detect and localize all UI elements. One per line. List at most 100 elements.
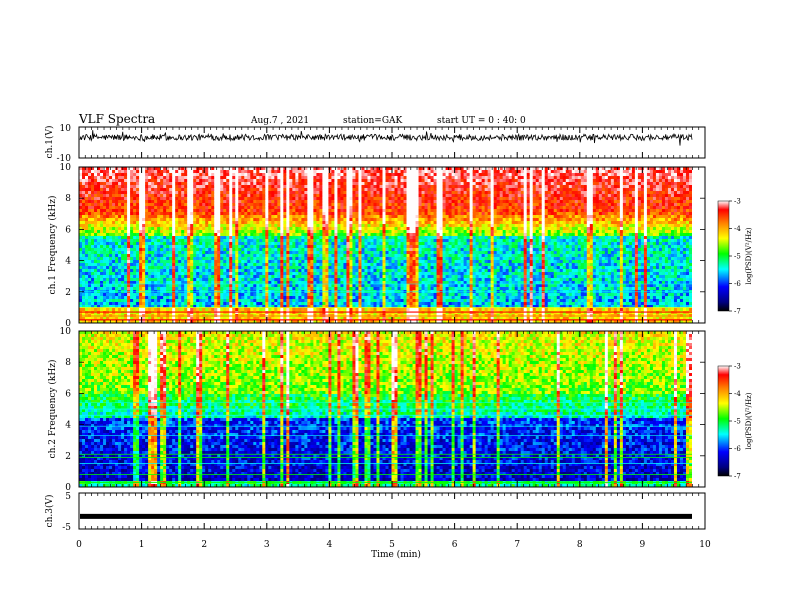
ch1-spectrogram-cell [157,254,161,258]
ch1-spectrogram-cell [223,203,227,207]
ch1-spectrogram-cell [178,320,182,323]
ch1-spectrogram-cell [256,188,260,192]
ch1-spectrogram-cell [307,206,311,210]
ch1-spectrogram-cell [187,302,191,306]
ch1-spectrogram-cell [124,248,128,252]
ch1-spectrogram-cell [298,203,302,207]
ch1-spectrogram-cell [364,305,368,309]
ch1-spectrogram-cell [166,206,170,210]
ch1-spectrogram-cell [139,230,143,234]
ch1-spectrogram-cell [190,212,194,216]
ch1-spectrogram-cell [340,260,344,264]
ch1-spectrogram-cell [241,197,245,201]
ch1-spectrogram-cell [229,185,233,189]
ch1-spectrogram-cell [196,209,200,213]
ch1-spectrogram-cell [226,311,230,315]
ch1-spectrogram-cell [325,206,329,210]
ch1-spectrogram-cell [283,173,287,177]
ch1-spectrogram-cell [139,224,143,228]
ch1-spectrogram-cell [184,302,188,306]
ch1-spectrogram-cell [154,254,158,258]
ch1-spectrogram-cell [82,272,86,276]
ch1-spectrogram-cell [277,224,281,228]
ch1-spectrogram-cell [130,236,134,240]
ch1-spectrogram-cell [250,308,254,312]
ch1-spectrogram-cell [163,230,167,234]
ch1-spectrogram-cell [271,170,275,174]
ch1-spectrogram-cell [355,179,359,183]
ch1-spectrogram-cell [283,272,287,276]
ch1-spectrogram-cell [196,257,200,261]
ch1-spectrogram-cell [187,179,191,183]
ch1-spectrogram-cell [208,236,212,240]
ch1-spectrogram-cell [340,212,344,216]
ch1-spectrogram-cell [268,320,272,323]
ch1-ytick-top: 10 [60,124,72,134]
ch1-spectrogram-cell [244,293,248,297]
ch1-spectrogram-cell [193,245,197,249]
ch1-spectrogram-cell [247,209,251,213]
ch1-spectrogram-cell [262,221,266,225]
ch1-spectrogram-cell [142,281,146,285]
ch1-spectrogram-cell [139,185,143,189]
ch1-spectrogram-cell [139,269,143,273]
ch1-spectrogram-cell [253,215,257,219]
ch1-spectrogram-cell [172,299,176,303]
ch1-spectrogram-cell [343,173,347,177]
ch1-spectrogram-cell [346,173,350,177]
ch1-spectrogram-cell [184,257,188,261]
ch1-spectrogram-cell [244,227,248,231]
ch1-spectrogram-cell [253,263,257,267]
ch1-spectrogram-cell [286,224,290,228]
ch1-spectrogram-cell [160,281,164,285]
ch1-spectrogram-cell [349,266,353,270]
ch1-spectrogram-cell [184,197,188,201]
ch1-spectrogram-cell [277,194,281,198]
ch1-spectrogram-cell [157,215,161,219]
ch1-spectrogram-cell [256,284,260,288]
ch1-spectrogram-cell [241,179,245,183]
ch1-spectrogram-cell [232,224,236,228]
ch1-spectrogram-cell [325,239,329,243]
ch1-spectrogram-cell [106,266,110,270]
ch1-spectrogram-cell [133,269,137,273]
ch1-spectrogram-cell [259,287,263,291]
ch1-spectrogram-cell [307,236,311,240]
ch1-spectrogram-cell [313,197,317,201]
ch1-spectrogram-cell [292,179,296,183]
ch1-spectrogram-cell [145,245,149,249]
ch1-spectrogram-cell [211,227,215,231]
ch1-spectrogram-cell [223,269,227,273]
ch1-spectrogram-cell [232,287,236,291]
ch1-spectrogram-cell [118,227,122,231]
ch1-spectrogram-cell [316,209,320,213]
ch1-spectrogram-cell [277,254,281,258]
ch1-spectrogram-cell [82,167,86,171]
ch1-spectrogram-cell [151,254,155,258]
ch1-spectrogram-cell [238,275,242,279]
ch1-spectrogram-cell [133,275,137,279]
ch1-spectrogram-cell [262,248,266,252]
ch1-spectrogram-cell [145,317,149,321]
ch1-spectrogram-cell [316,239,320,243]
ch1-spectrogram-cell [124,176,128,180]
ch1-spectrogram-cell [115,278,119,282]
ch1-spectrogram-cell [298,254,302,258]
ch1-spectrogram-cell [277,239,281,243]
ch1-spectrogram-cell [154,257,158,261]
ch1-spectrogram-cell [166,248,170,252]
ch1-spectrogram-cell [301,173,305,177]
ch1-spectrogram-cell [202,284,206,288]
ch1-spectrogram-cell [259,251,263,255]
ch1-spectrogram-cell [178,272,182,276]
ch1-spectrogram-cell [169,299,173,303]
ch1-spectrogram-cell [97,200,101,204]
ch1-spectrogram-cell [151,230,155,234]
ch1-spectrogram-cell [364,194,368,198]
ch1-spectrogram-cell [334,191,338,195]
ch1-spectrogram-cell [340,200,344,204]
ch1-spectrogram-cell [346,263,350,267]
ch1-spectrogram-cell [259,203,263,207]
ch1-spectrogram-cell [286,215,290,219]
ch1-spectrogram-cell [364,284,368,288]
